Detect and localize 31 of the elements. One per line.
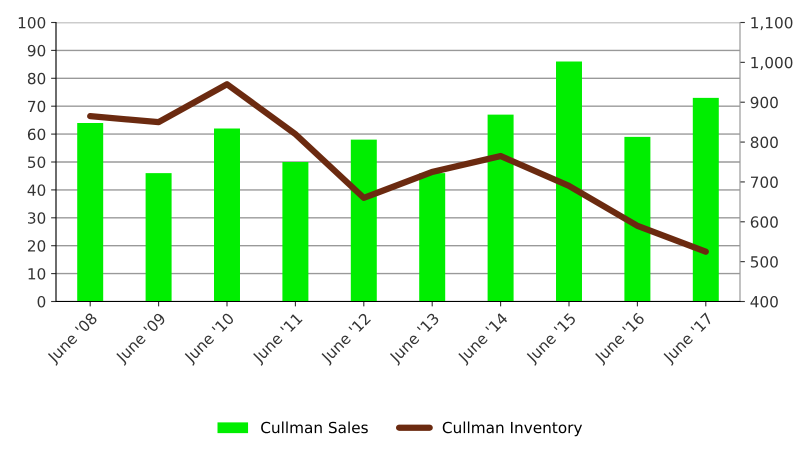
y2-tick-label: 1,000 bbox=[751, 56, 792, 70]
y-tick-label: 50 bbox=[28, 156, 46, 168]
bar bbox=[350, 140, 377, 302]
legend-label: Cullman Sales bbox=[261, 421, 368, 434]
bar bbox=[146, 173, 172, 302]
y2-tick-label: 700 bbox=[750, 176, 778, 188]
bar bbox=[624, 136, 650, 302]
y-tick-label: 10 bbox=[28, 268, 46, 280]
y2-tick-label: 400 bbox=[750, 296, 778, 308]
y2-tick-label: 600 bbox=[750, 216, 778, 228]
bar bbox=[282, 162, 308, 302]
y-tick-label: 100 bbox=[18, 16, 46, 29]
bar bbox=[692, 98, 719, 302]
bar bbox=[556, 62, 582, 302]
bar bbox=[488, 114, 514, 302]
y-tick-label: 20 bbox=[28, 240, 46, 252]
y2-tick-label: 500 bbox=[750, 256, 778, 268]
y-tick-label: 60 bbox=[28, 128, 46, 140]
y2-tick-label: 800 bbox=[750, 136, 778, 148]
y-tick-label: 80 bbox=[28, 72, 46, 84]
y-tick-label: 0 bbox=[38, 296, 46, 308]
bar bbox=[77, 122, 104, 302]
y-tick-label: 70 bbox=[28, 100, 46, 112]
y2-tick-label: 1,100 bbox=[751, 16, 792, 30]
bar bbox=[419, 173, 446, 302]
y2-tick-label: 900 bbox=[750, 96, 778, 108]
y-tick-label: 40 bbox=[28, 184, 46, 196]
y-tick-label: 30 bbox=[28, 212, 46, 224]
legend-label: Cullman Inventory bbox=[442, 421, 582, 436]
y-tick-label: 90 bbox=[28, 44, 46, 56]
bar bbox=[214, 128, 240, 302]
